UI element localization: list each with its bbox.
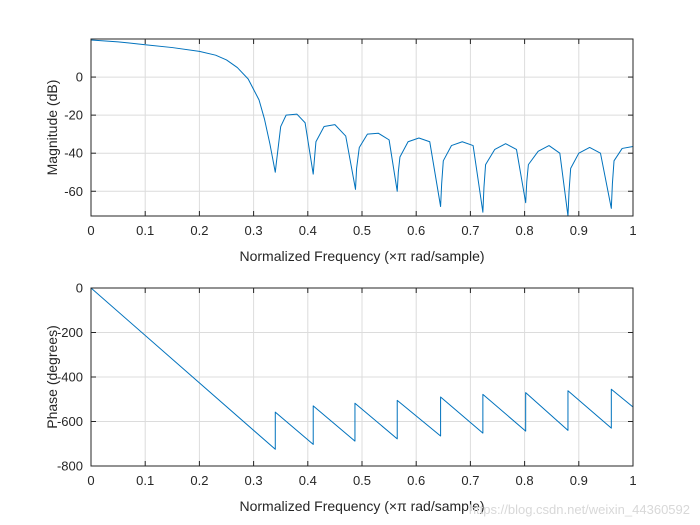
x-tick-label: 1 — [629, 473, 636, 488]
x-tick-label: 0.5 — [353, 223, 371, 238]
x-tick-label: 0.5 — [353, 473, 371, 488]
watermark: https://blog.csdn.net/weixin_44360592 — [468, 502, 690, 517]
magnitude-line — [91, 39, 633, 216]
x-tick-label: 0.7 — [461, 473, 479, 488]
x-tick-label: 0.8 — [516, 223, 534, 238]
x-tick-label: 0.1 — [136, 223, 154, 238]
y-tick-label: -40 — [64, 146, 83, 161]
y-axis-label: Phase (degrees) — [44, 325, 60, 429]
magnitude-subplot: 0 0.1 0.2 0.3 0.4 0.5 0.6 0.7 0.8 0.9 1 -60 -40 -20 0 N… — [44, 38, 637, 264]
x-tick-label: 1 — [629, 223, 636, 238]
x-tick-label: 0.3 — [245, 473, 263, 488]
x-tick-label: 0.9 — [570, 473, 588, 488]
x-tick-label: 0.4 — [299, 473, 317, 488]
x-axis-label: Normalized Frequency (×π rad/sample) — [239, 498, 484, 514]
phase-line — [91, 288, 633, 450]
y-tick-label: -200 — [57, 325, 83, 340]
x-tick-label: 0.6 — [407, 473, 425, 488]
x-tick-label: 0.6 — [407, 223, 425, 238]
x-tick-label: 0 — [87, 223, 94, 238]
y-tick-label: -60 — [64, 184, 83, 199]
y-tick-label: 0 — [76, 70, 83, 85]
x-tick-label: 0.4 — [299, 223, 317, 238]
y-tick-label: 0 — [76, 281, 83, 296]
x-tick-label: 0.9 — [570, 223, 588, 238]
y-tick-label: -600 — [57, 414, 83, 429]
phase-subplot: 0 0.1 0.2 0.3 0.4 0.5 0.6 0.7 0.8 0.9 1 -800 -600 -40… — [44, 281, 637, 515]
x-tick-label: 0.2 — [190, 473, 208, 488]
x-tick-label: 0.8 — [516, 473, 534, 488]
x-tick-label: 0.2 — [190, 223, 208, 238]
y-tick-label: -400 — [57, 370, 83, 385]
x-tick-label: 0.3 — [245, 223, 263, 238]
y-tick-label: -800 — [57, 459, 83, 474]
x-tick-label: 0 — [87, 473, 94, 488]
x-tick-label: 0.7 — [461, 223, 479, 238]
x-tick-label: 0.1 — [136, 473, 154, 488]
y-tick-label: -20 — [64, 108, 83, 123]
x-axis-label: Normalized Frequency (×π rad/sample) — [239, 248, 484, 264]
y-axis-label: Magnitude (dB) — [44, 80, 60, 176]
